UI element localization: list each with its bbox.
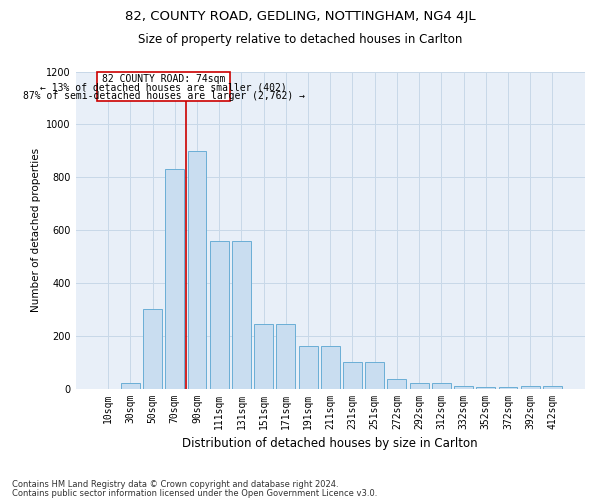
Bar — [166, 170, 184, 388]
X-axis label: Distribution of detached houses by size in Carlton: Distribution of detached houses by size … — [182, 437, 478, 450]
Bar — [454, 386, 473, 388]
Text: 82 COUNTY ROAD: 74sqm: 82 COUNTY ROAD: 74sqm — [102, 74, 226, 85]
Bar — [543, 386, 562, 388]
Bar — [432, 384, 451, 388]
Bar — [365, 362, 384, 388]
Text: Size of property relative to detached houses in Carlton: Size of property relative to detached ho… — [138, 32, 462, 46]
Bar — [476, 387, 495, 388]
Bar — [210, 240, 229, 388]
Bar — [143, 310, 162, 388]
Bar — [299, 346, 317, 389]
Bar — [121, 384, 140, 388]
Bar — [521, 386, 539, 388]
Text: ← 13% of detached houses are smaller (402): ← 13% of detached houses are smaller (40… — [40, 82, 287, 92]
Y-axis label: Number of detached properties: Number of detached properties — [31, 148, 41, 312]
Bar — [277, 324, 295, 388]
Text: 82, COUNTY ROAD, GEDLING, NOTTINGHAM, NG4 4JL: 82, COUNTY ROAD, GEDLING, NOTTINGHAM, NG… — [125, 10, 475, 23]
Text: 87% of semi-detached houses are larger (2,762) →: 87% of semi-detached houses are larger (… — [23, 91, 305, 101]
Bar — [232, 240, 251, 388]
Bar — [388, 380, 406, 388]
Bar — [97, 72, 230, 101]
Bar — [321, 346, 340, 389]
Text: Contains HM Land Registry data © Crown copyright and database right 2024.: Contains HM Land Registry data © Crown c… — [12, 480, 338, 489]
Bar — [188, 151, 206, 388]
Bar — [410, 384, 428, 388]
Bar — [499, 387, 517, 388]
Bar — [254, 324, 273, 388]
Bar — [343, 362, 362, 388]
Text: Contains public sector information licensed under the Open Government Licence v3: Contains public sector information licen… — [12, 488, 377, 498]
